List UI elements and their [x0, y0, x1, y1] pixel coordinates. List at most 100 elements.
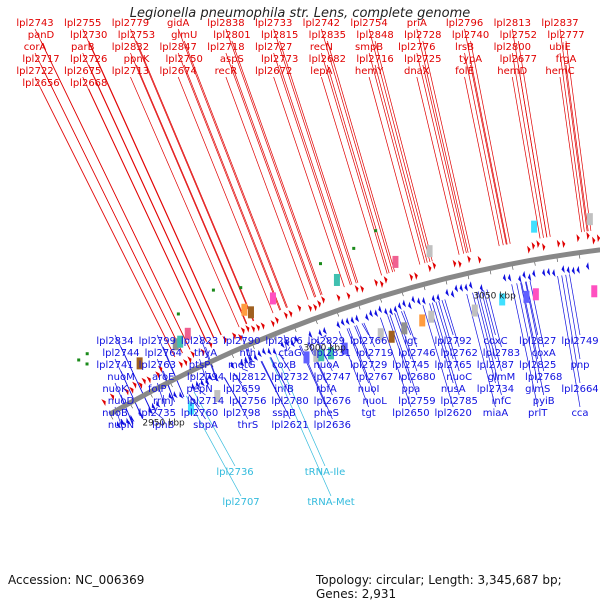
- gene-label: lpl2801: [213, 30, 250, 41]
- reverse-gene-arrow: [576, 265, 580, 274]
- gene-label: miaA: [483, 408, 509, 419]
- reverse-gene-arrow: [552, 268, 556, 277]
- leader-line: [466, 293, 496, 408]
- leader-line: [464, 28, 508, 245]
- leader-line: [481, 290, 502, 372]
- gene-label: lpl2776: [398, 42, 435, 53]
- reverse-gene-arrow: [502, 273, 507, 282]
- reverse-gene-arrow: [121, 418, 126, 426]
- gene-label: lpl2762: [441, 348, 478, 359]
- gene-label: infC: [492, 396, 512, 407]
- reverse-gene-arrow: [195, 380, 201, 388]
- reverse-gene-arrow: [280, 340, 285, 349]
- leader-line: [416, 76, 460, 255]
- gene-label: lpl2766: [350, 336, 387, 347]
- gene-label: thrS: [237, 420, 258, 431]
- gene-label: lpl2752: [500, 30, 537, 41]
- forward-gene-arrow: [157, 365, 163, 373]
- reverse-gene-arrow: [248, 354, 253, 362]
- reverse-gene-arrow: [179, 391, 184, 399]
- gene-label: panD: [28, 30, 55, 41]
- forward-gene-arrow: [596, 234, 600, 243]
- gene-label: gidA: [167, 18, 189, 29]
- forward-gene-arrow: [208, 341, 213, 349]
- gene-label: lpl2621: [271, 420, 308, 431]
- gene-label: lpl2741: [96, 360, 133, 371]
- leader-line: [432, 302, 460, 396]
- feature-block: [313, 349, 320, 362]
- leader-line: [130, 76, 240, 328]
- reverse-gene-arrow: [384, 307, 388, 316]
- gene-label: lpl2777: [547, 30, 584, 41]
- leader-line: [183, 64, 282, 311]
- gene-label: lpl2813: [494, 18, 531, 29]
- leader-line: [368, 28, 431, 263]
- forward-gene-arrow: [317, 300, 321, 308]
- leader-line: [199, 334, 218, 382]
- reverse-gene-arrow: [411, 295, 416, 304]
- forward-gene-arrow: [238, 333, 243, 342]
- leader-line: [529, 280, 545, 348]
- gene-label: hemY: [355, 66, 384, 77]
- leader-line: [444, 299, 460, 348]
- forward-gene-arrow: [101, 399, 106, 407]
- leader-line: [224, 377, 249, 420]
- feature-block: [591, 285, 598, 298]
- reverse-gene-arrow: [138, 409, 143, 417]
- feature-block: [471, 304, 478, 317]
- forward-gene-arrow: [297, 304, 302, 313]
- forward-gene-arrow: [129, 386, 134, 394]
- gene-label: lpl2760: [181, 408, 218, 419]
- reverse-gene-arrow: [546, 267, 551, 276]
- misc-feature-mark: [85, 362, 89, 366]
- map-title: Legionella pneumophila str. Lens, comple…: [129, 6, 471, 21]
- feature-block: [428, 310, 435, 323]
- leader-line: [475, 291, 502, 396]
- leader-line: [177, 28, 287, 308]
- reverse-gene-arrow: [397, 302, 402, 310]
- gene-label: nuoA: [314, 360, 340, 371]
- gene-label: lpl2664: [561, 384, 598, 395]
- gene-label: lpl2656: [22, 78, 59, 89]
- feature-block: [531, 220, 538, 233]
- leader-line: [279, 64, 353, 285]
- leader-line: [225, 28, 322, 296]
- kbp-tick-label: 3000 kbp: [303, 344, 346, 354]
- leader-line: [516, 283, 539, 384]
- gene-label: lpl2733: [255, 18, 292, 29]
- leader-line: [327, 64, 390, 274]
- accession-text: Accession: NC_006369: [8, 573, 145, 587]
- gene-label: recR: [215, 66, 238, 77]
- gene-label: recN: [310, 42, 333, 53]
- reverse-gene-arrow: [294, 335, 299, 343]
- leader-line: [88, 64, 215, 339]
- leader-line: [279, 353, 291, 372]
- leader-line: [88, 40, 222, 336]
- forward-gene-arrow: [562, 240, 566, 249]
- leader-line: [185, 395, 242, 497]
- gene-label: parB: [71, 42, 95, 53]
- leader-line: [559, 28, 588, 232]
- gene-label: lpl2740: [452, 30, 489, 41]
- leader-line: [225, 76, 309, 300]
- feature-block: [333, 273, 340, 286]
- leader-line: [225, 52, 315, 298]
- leader-line: [82, 52, 215, 339]
- reverse-gene-arrow: [323, 326, 327, 335]
- gene-label: nuoL: [362, 396, 387, 407]
- forward-gene-arrow: [270, 320, 275, 328]
- leader-line: [287, 346, 291, 351]
- feature-block: [247, 306, 254, 319]
- forward-gene-arrow: [477, 255, 482, 264]
- feature-block: [241, 303, 248, 316]
- leader-line: [511, 284, 539, 408]
- gene-label: tRNA-Met: [307, 497, 354, 508]
- gene-label: rrmJ: [153, 396, 174, 407]
- forward-gene-arrow: [360, 285, 364, 293]
- reverse-gene-arrow: [586, 262, 590, 271]
- forward-gene-arrow: [312, 303, 317, 312]
- reverse-gene-arrow: [378, 305, 383, 314]
- gene-label: lpl2831: [314, 348, 351, 359]
- gene-label: lpl2787: [477, 360, 514, 371]
- leader-line: [162, 394, 166, 407]
